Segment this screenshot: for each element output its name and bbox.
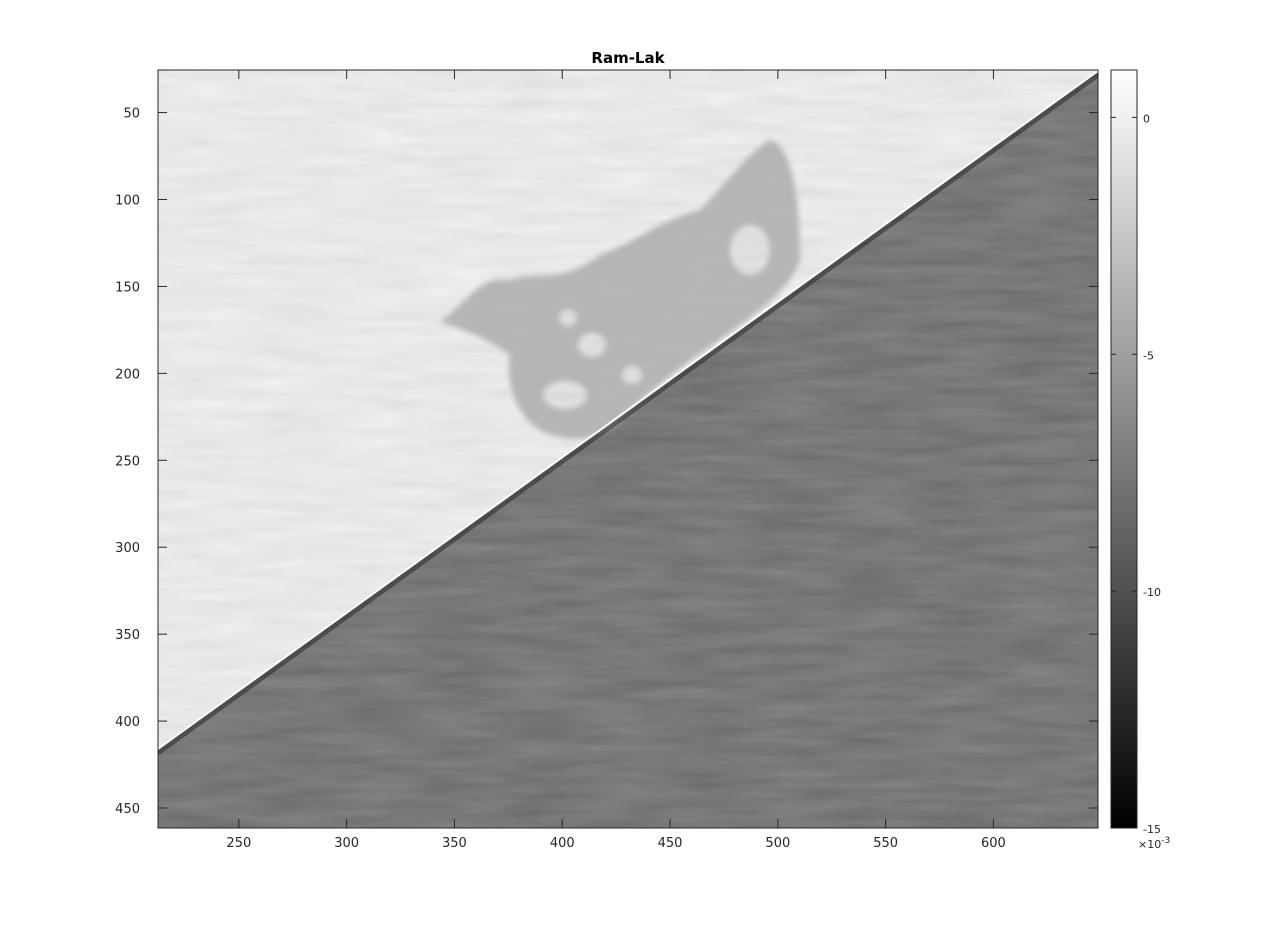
y-tick-label: 200: [115, 367, 140, 382]
x-tick-label: 350: [442, 836, 467, 851]
y-tick-label: 300: [115, 541, 140, 556]
texture-overlay: [158, 70, 1098, 828]
x-axis: 250 300 350 400 450 500 550 600: [226, 70, 1006, 851]
y-tick-label: 50: [123, 107, 140, 122]
y-tick-label: 100: [115, 194, 140, 209]
boundary-line: [158, 70, 1098, 750]
colorbar-tick-label: -15: [1143, 823, 1161, 836]
chart-title: Ram-Lak: [591, 49, 665, 67]
axes-frame: [157, 69, 1099, 829]
colorbar-exponent: ×10-3: [1138, 836, 1170, 851]
x-tick-label: 300: [334, 836, 359, 851]
colorbar-tick-label: -5: [1143, 349, 1154, 362]
reconstruction-image: [158, 70, 1098, 828]
x-tick-label: 550: [873, 836, 898, 851]
x-tick-label: 250: [226, 836, 251, 851]
boundary-shadow: [158, 72, 1098, 755]
colorbar-ticks: 0 -5 -10 -15: [1111, 112, 1161, 836]
x-tick-label: 450: [658, 836, 683, 851]
y-tick-label: 150: [115, 280, 140, 295]
x-tick-label: 500: [765, 836, 790, 851]
x-tick-label: 400: [550, 836, 575, 851]
y-tick-label: 250: [115, 454, 140, 469]
x-tick-label: 600: [981, 836, 1006, 851]
y-axis: 50 100 150 200 250 300 350 400 450: [115, 107, 1098, 817]
colorbar-tick-label: -10: [1143, 586, 1161, 599]
colorbar-tick-label: 0: [1143, 112, 1150, 125]
y-tick-label: 350: [115, 628, 140, 643]
y-tick-label: 450: [115, 802, 140, 817]
colorbar: [1110, 69, 1138, 829]
y-tick-label: 400: [115, 715, 140, 730]
